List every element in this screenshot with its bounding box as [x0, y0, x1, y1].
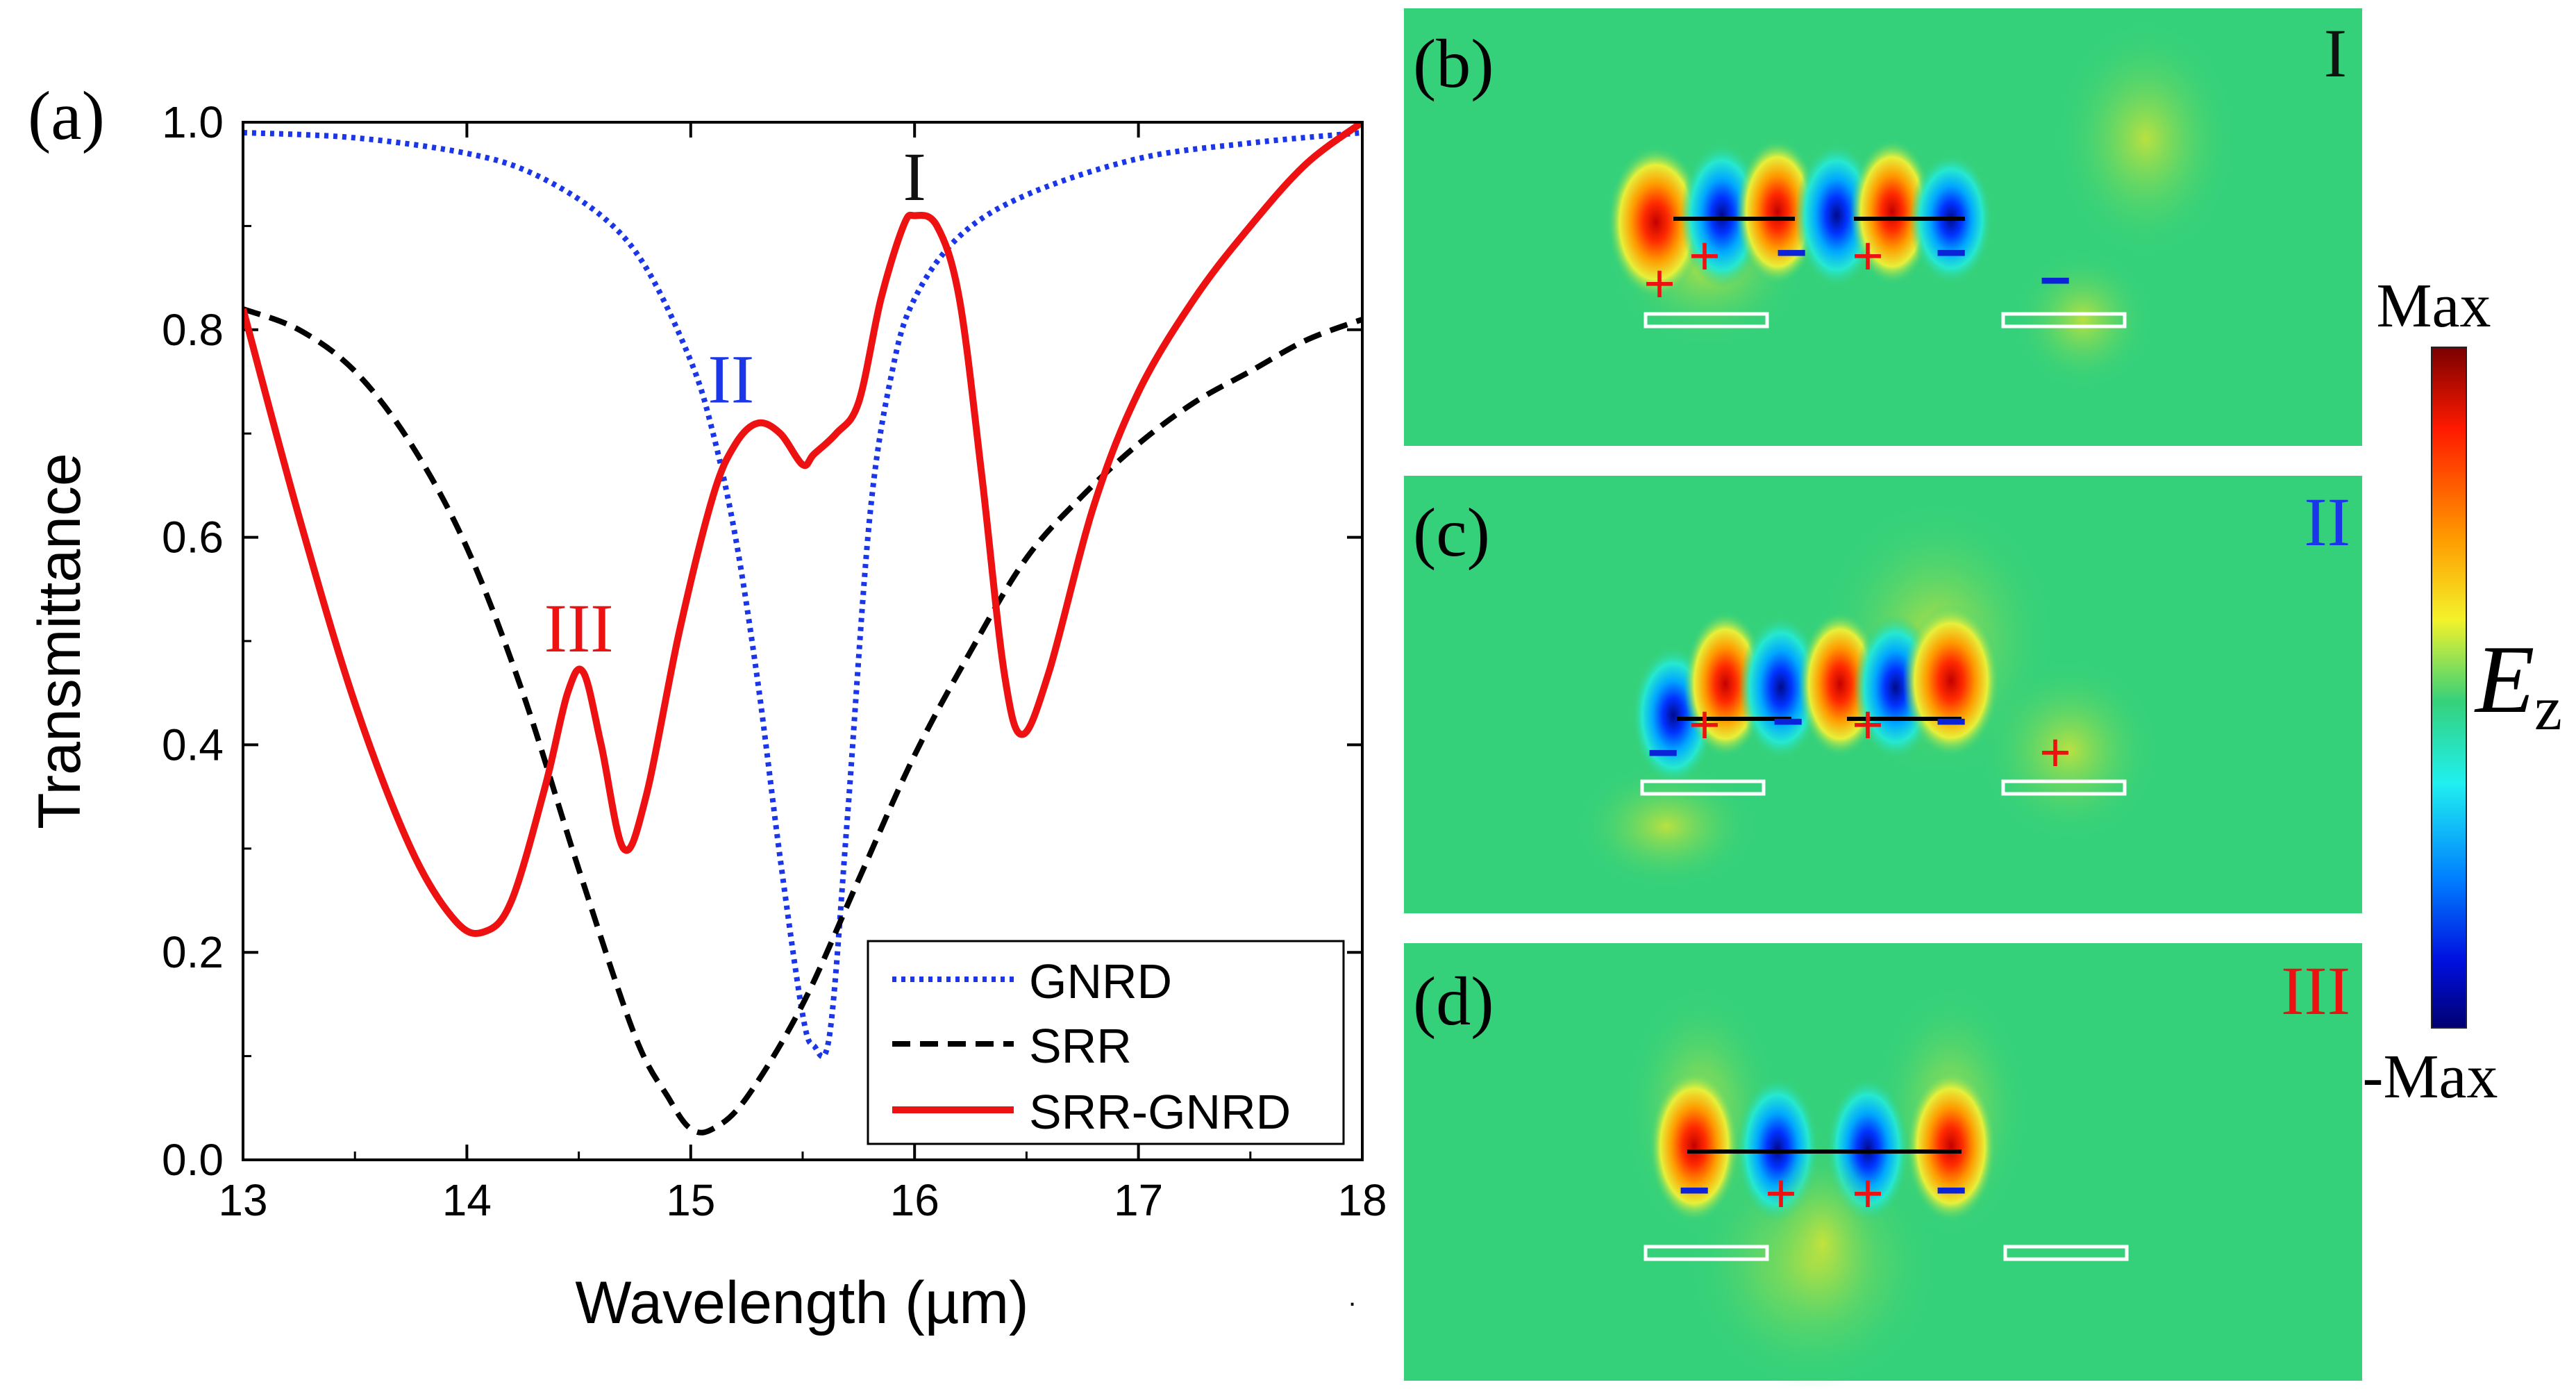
panel-b-mode: I	[2324, 15, 2347, 92]
x-tick-label: 14	[442, 1175, 492, 1225]
stray-dot: .	[1348, 1281, 1356, 1312]
y-tick-label: 0.6	[162, 513, 224, 563]
srr-arm-right-b	[2001, 312, 2127, 329]
charge-d-3: +	[1852, 1163, 1884, 1224]
charge-b-1: +	[1644, 253, 1675, 314]
y-tick-label: 0.8	[162, 305, 224, 355]
annotation-mode-I: I	[903, 138, 926, 215]
x-tick-label: 15	[666, 1175, 715, 1225]
panel-d-label: (d)	[1413, 963, 1494, 1040]
charge-c-5: −	[1935, 690, 1967, 751]
field-map-panel-b: + + − + − − (b) I	[1404, 8, 2362, 446]
y-tick-label: 1.0	[162, 97, 224, 147]
srr-arm-left-c	[1640, 779, 1766, 796]
panel-c-label: (c)	[1413, 494, 1490, 571]
chart-legend: GNRD SRR SRR-GNRD	[867, 940, 1345, 1145]
field-lobes-b	[1607, 21, 2236, 389]
y-tick-label: 0.0	[162, 1135, 224, 1185]
charge-b-4: +	[1852, 225, 1884, 286]
charge-d-4: −	[1935, 1159, 1967, 1220]
transmittance-chart: (a) 13 14 15 16 17 18 0.0 0.2 0.4 0.6 0.8 1.0 Wave…	[26, 77, 1387, 1336]
colorbar-quantity-subscript: z	[2534, 674, 2562, 743]
field-map-panel-c: − + − + − + (c) II	[1404, 476, 2362, 913]
srr-arm-left-b	[1644, 312, 1769, 329]
charge-b-3: −	[1775, 222, 1807, 283]
x-tick-label: 17	[1114, 1175, 1163, 1225]
charge-d-2: +	[1765, 1163, 1797, 1224]
field-lobes-c	[1576, 500, 2159, 889]
y-tick-label: 0.2	[162, 927, 224, 977]
field-map-panel-d: − + + − (d) III	[1404, 943, 2362, 1389]
series-layer	[243, 122, 1362, 1136]
y-tick-labels: 0.0 0.2 0.4 0.6 0.8 1.0	[162, 97, 224, 1185]
plot-frame	[242, 121, 1364, 1161]
x-tick-label: 18	[1337, 1175, 1387, 1225]
panel-a-label: (a)	[28, 77, 105, 154]
srr-arm-left-d	[1644, 1245, 1769, 1261]
charge-c-4: +	[1852, 694, 1884, 755]
charge-b-2: +	[1689, 225, 1721, 286]
colorbar-min-label: -Max	[2363, 1042, 2498, 1111]
x-tick-labels: 13 14 15 16 17 18	[218, 1175, 1387, 1225]
charge-c-3: −	[1772, 690, 1804, 751]
field-lobes-d	[1625, 986, 2027, 1389]
x-tick-label: 13	[218, 1175, 267, 1225]
legend-label-srr: SRR	[1029, 1019, 1132, 1073]
panel-d-mode: III	[2281, 952, 2350, 1029]
y-tick-label: 0.4	[162, 720, 224, 770]
annotation-mode-III: III	[544, 590, 614, 667]
y-axis-label: Transmittance	[26, 453, 93, 829]
colorbar-max-label: Max	[2377, 272, 2491, 340]
series-line-srr-gnrd	[243, 122, 1362, 938]
charge-b-6: −	[2039, 249, 2071, 310]
legend-label-gnrd: GNRD	[1029, 954, 1172, 1008]
x-tick-label: 16	[890, 1175, 939, 1225]
colorbar: Max -Max E z	[2363, 272, 2562, 1111]
charge-b-5: −	[1935, 222, 1967, 283]
srr-arm-right-c	[2001, 779, 2127, 796]
panel-c-mode: II	[2304, 483, 2350, 560]
colorbar-quantity: E	[2474, 626, 2535, 733]
colorbar-gradient	[2431, 347, 2467, 1029]
annotation-mode-II: II	[708, 340, 755, 417]
series-line-gnrd	[243, 129, 1362, 1060]
charge-c-2: +	[1689, 694, 1721, 755]
panel-b-label: (b)	[1413, 25, 1494, 102]
legend-label-srr-gnrd: SRR-GNRD	[1029, 1085, 1291, 1139]
srr-arm-right-d	[2003, 1245, 2129, 1261]
charge-c-1: −	[1647, 722, 1679, 783]
charge-d-1: −	[1678, 1159, 1710, 1220]
charge-c-6: +	[2039, 722, 2071, 783]
x-axis-label: Wavelength (µm)	[575, 1270, 1028, 1336]
series-line-srr	[243, 306, 1362, 1136]
